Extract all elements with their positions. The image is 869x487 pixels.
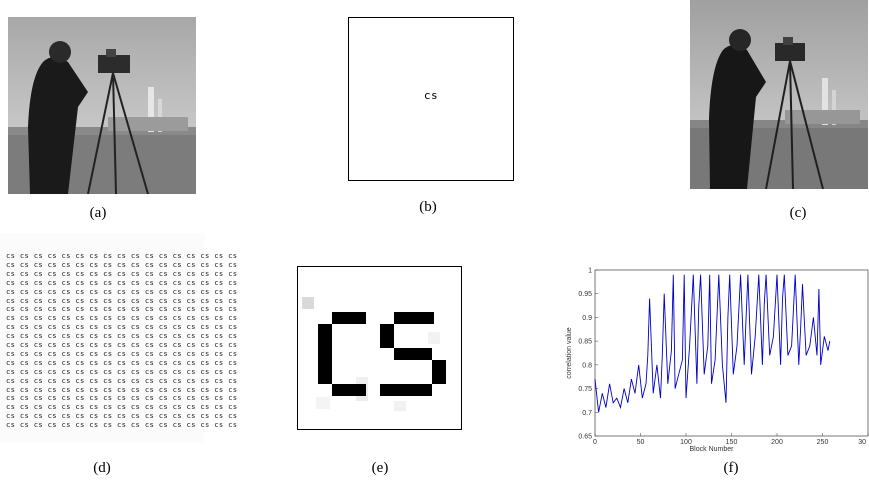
tiled-row: cs cs cs cs cs cs cs cs cs cs cs cs cs c… [6,349,237,358]
tiled-row: cs cs cs cs cs cs cs cs cs cs cs cs cs c… [6,367,237,376]
caption-d: (d) [72,460,132,477]
x-tick-label: 250 [817,439,829,446]
watermarked-image [690,0,868,189]
x-axis-label: Block Number [690,446,735,453]
tiled-row: cs cs cs cs cs cs cs cs cs cs cs cs cs c… [6,420,237,429]
tiled-row: cs cs cs cs cs cs cs cs cs cs cs cs cs c… [6,304,237,313]
tiled-row: cs cs cs cs cs cs cs cs cs cs cs cs cs c… [6,296,237,305]
tiled-row: cs cs cs cs cs cs cs cs cs cs cs cs cs c… [6,376,237,385]
caption-e: (e) [350,460,410,477]
tiled-row: cs cs cs cs cs cs cs cs cs cs cs cs cs c… [6,402,237,411]
extracted-watermark-image [297,266,462,430]
x-tick-label: 200 [771,439,783,446]
x-tick-label: 50 [637,439,645,446]
x-tick-label: 100 [680,439,692,446]
tiled-row: cs cs cs cs cs cs cs cs cs cs cs cs cs c… [6,331,237,340]
y-tick-label: 1 [588,268,592,275]
tiled-row: cs cs cs cs cs cs cs cs cs cs cs cs cs c… [6,358,237,367]
watermark-text: cs [349,89,513,102]
y-tick-label: 0.8 [582,362,592,369]
correlation-plot: 0.65 0.7 0.75 0.8 0.85 0.9 0.95 1 0 50 100 150 200 25… [563,262,869,458]
y-tick-label: 0.75 [578,386,592,393]
caption-f: (f) [701,460,761,477]
x-tick-label: 30 [858,439,866,446]
x-tick-label: 150 [726,439,738,446]
tiled-row: cs cs cs cs cs cs cs cs cs cs cs cs cs c… [6,385,237,394]
y-axis-label: correlation value [566,327,573,378]
caption-a: (a) [68,205,128,222]
tiled-row: cs cs cs cs cs cs cs cs cs cs cs cs cs c… [6,251,237,260]
tiled-row: cs cs cs cs cs cs cs cs cs cs cs cs cs c… [6,340,237,349]
watermark-image: cs [348,17,514,181]
tiled-row: cs cs cs cs cs cs cs cs cs cs cs cs cs c… [6,393,237,402]
plot-frame [595,270,868,436]
original-image [8,17,196,194]
correlation-chart: 0.65 0.7 0.75 0.8 0.85 0.9 0.95 1 0 50 100 150 200 25… [563,262,869,458]
caption-b: (b) [398,199,458,216]
y-tick-label: 0.65 [578,434,592,441]
tiled-row: cs cs cs cs cs cs cs cs cs cs cs cs cs c… [6,287,237,296]
caption-c: (c) [768,205,828,222]
x-tick-label: 0 [593,439,597,446]
correlation-series-line [595,275,830,413]
y-tick-label: 0.85 [578,339,592,346]
tiled-row: cs cs cs cs cs cs cs cs cs cs cs cs cs c… [6,260,237,269]
y-tick-label: 0.95 [578,291,592,298]
tiled-row: cs cs cs cs cs cs cs cs cs cs cs cs cs c… [6,411,237,420]
tiled-row: cs cs cs cs cs cs cs cs cs cs cs cs cs c… [6,278,237,287]
tiled-watermark-image: cs cs cs cs cs cs cs cs cs cs cs cs cs c… [0,233,205,443]
y-tick-label: 0.7 [582,410,592,417]
tiled-row: cs cs cs cs cs cs cs cs cs cs cs cs cs c… [6,269,237,278]
tiled-row: cs cs cs cs cs cs cs cs cs cs cs cs cs c… [6,322,237,331]
y-tick-label: 0.9 [582,315,592,322]
extracted-watermark-pixels [298,267,460,428]
tiled-row: cs cs cs cs cs cs cs cs cs cs cs cs cs c… [6,313,237,322]
